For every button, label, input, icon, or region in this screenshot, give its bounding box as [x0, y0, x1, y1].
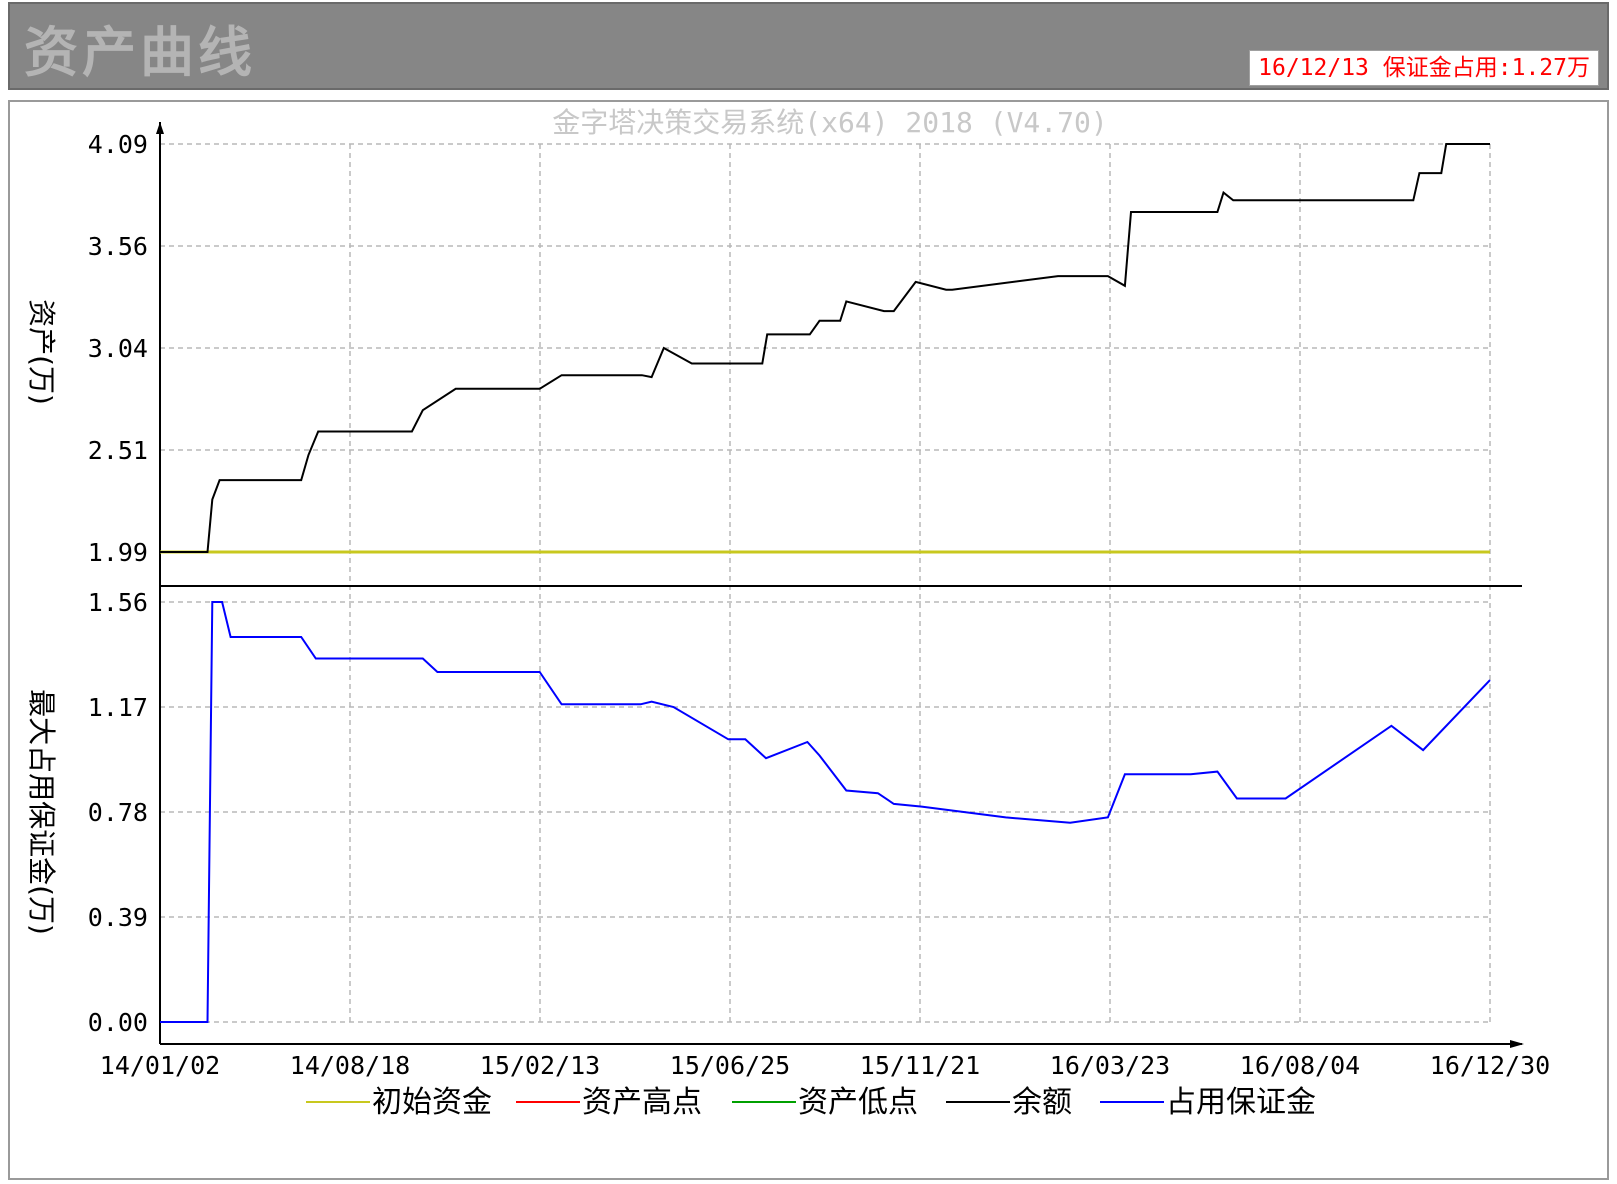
y-tick-label: 3.04 — [88, 334, 148, 363]
title-bar: 资产曲线 16/12/13 保证金占用:1.27万 — [8, 2, 1609, 90]
y-tick-label: 0.00 — [88, 1008, 148, 1037]
y-axis-label-margin: 最大占用保证金(万) — [25, 689, 58, 935]
legend-label: 资产高点 — [582, 1085, 702, 1120]
x-tick-label: 15/11/21 — [860, 1051, 980, 1080]
y-axis-label-asset: 资产(万) — [25, 299, 58, 405]
y-tick-label: 1.17 — [88, 693, 148, 722]
y-tick-label: 1.99 — [88, 538, 148, 567]
x-tick-label: 15/02/13 — [480, 1051, 600, 1080]
x-tick-label: 14/08/18 — [290, 1051, 410, 1080]
y-tick-label: 0.78 — [88, 798, 148, 827]
legend-label: 初始资金 — [372, 1085, 492, 1120]
x-axis-arrow — [1510, 1040, 1524, 1048]
series-margin — [160, 601, 1491, 1023]
legend-label: 资产低点 — [798, 1085, 918, 1120]
chart-subtitle: 金字塔决策交易系统(x64) 2018 (V4.70) — [552, 106, 1107, 139]
y-tick-label: 4.09 — [88, 130, 148, 159]
asset-curve-chart: 金字塔决策交易系统(x64) 2018 (V4.70) 4.09 3.56 3.04 2… — [25, 106, 1550, 1120]
x-tick-label: 15/06/25 — [670, 1051, 790, 1080]
series-balance — [160, 143, 1490, 553]
y-tick-label: 3.56 — [88, 232, 148, 261]
y-tick-label: 1.56 — [88, 588, 148, 617]
y-tick-label: 2.51 — [88, 436, 148, 465]
margin-status-badge: 16/12/13 保证金占用:1.27万 — [1249, 50, 1599, 86]
y-axis-arrow — [156, 122, 164, 134]
y-tick-label: 0.39 — [88, 903, 148, 932]
window-title: 资产曲线 — [24, 20, 256, 84]
x-tick-label: 14/01/02 — [100, 1051, 220, 1080]
x-tick-label: 16/12/30 — [1430, 1051, 1550, 1080]
legend-label: 占用保证金 — [1166, 1085, 1316, 1120]
chart-panel: 金字塔决策交易系统(x64) 2018 (V4.70) 4.09 3.56 3.04 2… — [8, 100, 1609, 1180]
legend-label: 余额 — [1012, 1085, 1072, 1120]
x-tick-label: 16/08/04 — [1240, 1051, 1360, 1080]
x-tick-label: 16/03/23 — [1050, 1051, 1170, 1080]
